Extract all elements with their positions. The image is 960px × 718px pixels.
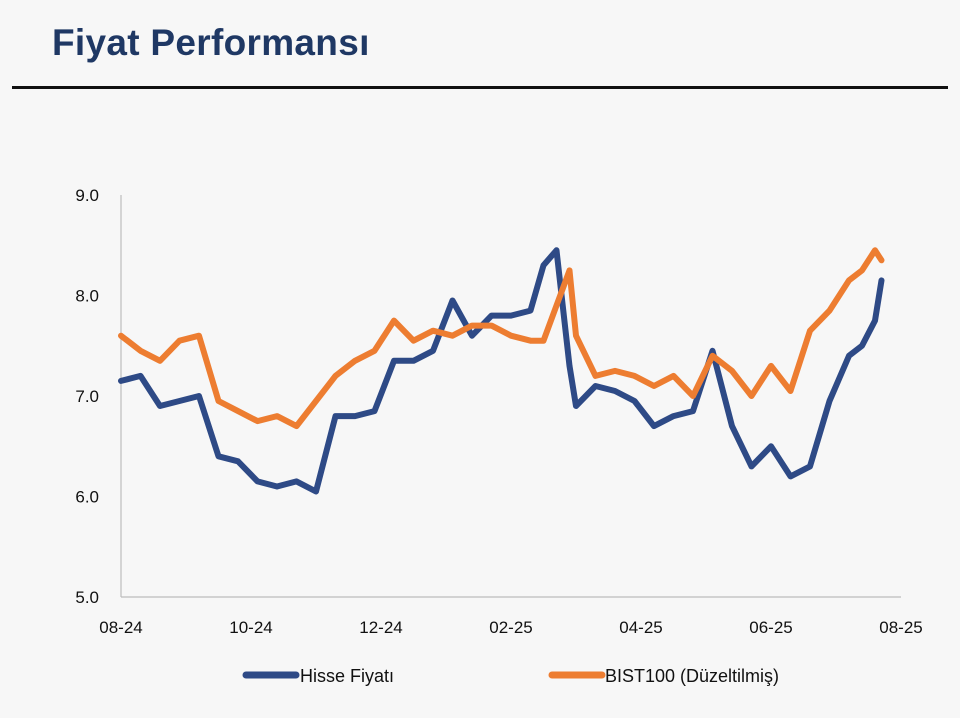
x-tick-label: 08-24 xyxy=(99,618,142,637)
x-tick-label: 02-25 xyxy=(489,618,532,637)
legend-label: BIST100 (Düzeltilmiş) xyxy=(605,666,779,686)
title-divider xyxy=(12,86,948,89)
x-tick-label: 08-25 xyxy=(879,618,922,637)
y-tick-label: 6.0 xyxy=(75,488,99,507)
legend: Hisse Fiyatı BIST100 (Düzeltilmiş) xyxy=(242,666,779,686)
page-title: Fiyat Performansı xyxy=(52,22,370,63)
x-axis-ticks: 08-24 10-24 12-24 02-25 04-25 06-25 08-25 xyxy=(99,618,922,637)
series-line-bist100 xyxy=(118,247,885,430)
x-tick-label: 06-25 xyxy=(749,618,792,637)
y-tick-label: 5.0 xyxy=(75,588,99,607)
x-tick-label: 12-24 xyxy=(359,618,402,637)
y-tick-label: 7.0 xyxy=(75,387,99,406)
series-lines xyxy=(118,247,885,495)
legend-label: Hisse Fiyatı xyxy=(300,666,394,686)
y-axis-ticks: 5.0 6.0 7.0 8.0 9.0 xyxy=(75,186,99,607)
x-tick-label: 10-24 xyxy=(229,618,272,637)
y-tick-label: 9.0 xyxy=(75,186,99,205)
x-tick-label: 04-25 xyxy=(619,618,662,637)
y-tick-label: 8.0 xyxy=(75,287,99,306)
series-line-hisse-fiyati xyxy=(118,247,885,495)
